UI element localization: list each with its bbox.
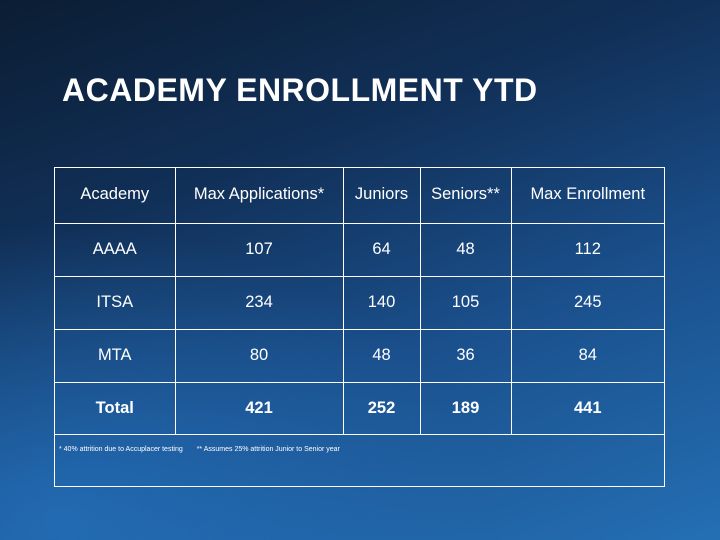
- cell-academy: MTA: [55, 328, 176, 383]
- cell-max-enrollment: 84: [510, 328, 664, 383]
- cell-seniors: 36: [419, 328, 512, 383]
- enrollment-table-container: Academy Max Applications* Juniors Senior…: [54, 167, 665, 487]
- table-row: MTA 80 48 36 84: [55, 328, 664, 383]
- column-header-juniors: Juniors: [342, 168, 421, 224]
- cell-total-seniors: 189: [419, 381, 512, 435]
- cell-juniors: 48: [342, 328, 421, 383]
- cell-max-enrollment: 112: [510, 222, 664, 277]
- cell-total-max-enrollment: 441: [510, 381, 664, 435]
- cell-juniors: 140: [342, 275, 421, 330]
- cell-total-max-applications: 421: [174, 381, 344, 435]
- cell-academy: ITSA: [55, 275, 176, 330]
- table-total-row: Total 421 252 189 441: [55, 381, 664, 435]
- cell-max-applications: 80: [174, 328, 344, 383]
- table-header-row: Academy Max Applications* Juniors Senior…: [55, 168, 664, 224]
- enrollment-table: Academy Max Applications* Juniors Senior…: [55, 168, 664, 435]
- table-row: ITSA 234 140 105 245: [55, 275, 664, 330]
- page-title: ACADEMY ENROLLMENT YTD: [62, 72, 538, 108]
- footnote-attrition-senior-year: ** Assumes 25% attrition Junior to Senio…: [196, 446, 340, 453]
- column-header-academy: Academy: [55, 168, 176, 224]
- footnotes: * 40% attrition due to Accuplacer testin…: [59, 446, 352, 453]
- column-header-seniors: Seniors**: [419, 168, 512, 224]
- cell-max-applications: 107: [174, 222, 344, 277]
- cell-seniors: 105: [419, 275, 512, 330]
- cell-seniors: 48: [419, 222, 512, 277]
- cell-juniors: 64: [342, 222, 421, 277]
- cell-academy: AAAA: [55, 222, 176, 277]
- column-header-max-enrollment: Max Enrollment: [510, 168, 664, 224]
- column-header-max-applications: Max Applications*: [174, 168, 344, 224]
- cell-max-enrollment: 245: [510, 275, 664, 330]
- footnote-attrition-testing: * 40% attrition due to Accuplacer testin…: [59, 446, 183, 453]
- cell-max-applications: 234: [174, 275, 344, 330]
- table-row: AAAA 107 64 48 112: [55, 222, 664, 277]
- cell-total-juniors: 252: [342, 381, 421, 435]
- cell-total-label: Total: [55, 381, 176, 435]
